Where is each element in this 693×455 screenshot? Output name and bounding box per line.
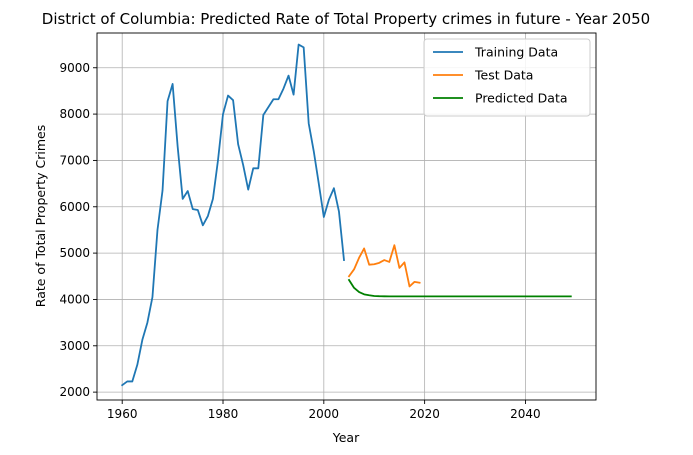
y-axis: 2000 3000 4000 5000 6000 7000 8000 9000 xyxy=(59,61,97,399)
legend-label-test-data: Test Data xyxy=(474,68,533,83)
series-line-test-data xyxy=(347,244,421,288)
y-axis-label: Rate of Total Property Crimes xyxy=(33,125,48,307)
x-tick-label: 2000 xyxy=(309,407,340,421)
y-tick-label: 3000 xyxy=(59,339,90,353)
y-tick-label: 2000 xyxy=(59,385,90,399)
x-axis: 1960 1980 2000 2020 2040 xyxy=(107,400,541,421)
y-tick-label: 8000 xyxy=(59,107,90,121)
legend-box xyxy=(423,38,591,117)
x-tick-label: 1960 xyxy=(107,407,138,421)
series-line-predicted-data xyxy=(347,278,572,298)
legend-label-training-data: Training Data xyxy=(474,45,558,60)
x-tick-label: 2020 xyxy=(409,407,440,421)
y-tick-label: 6000 xyxy=(59,200,90,214)
y-tick-label: 5000 xyxy=(59,246,90,260)
chart-title: District of Columbia: Predicted Rate of … xyxy=(42,10,650,28)
series-line-training-data xyxy=(120,43,345,387)
y-tick-label: 7000 xyxy=(59,153,90,167)
series-group xyxy=(120,43,572,387)
legend-label-predicted-data: Predicted Data xyxy=(475,91,568,106)
y-tick-label: 4000 xyxy=(59,292,90,306)
plot-frame xyxy=(96,32,597,401)
legend: Training Data Test Data Predicted Data xyxy=(423,38,591,117)
x-tick-label: 1980 xyxy=(208,407,239,421)
x-axis-label: Year xyxy=(332,430,360,445)
x-tick-label: 2040 xyxy=(510,407,541,421)
y-tick-label: 9000 xyxy=(59,61,90,75)
